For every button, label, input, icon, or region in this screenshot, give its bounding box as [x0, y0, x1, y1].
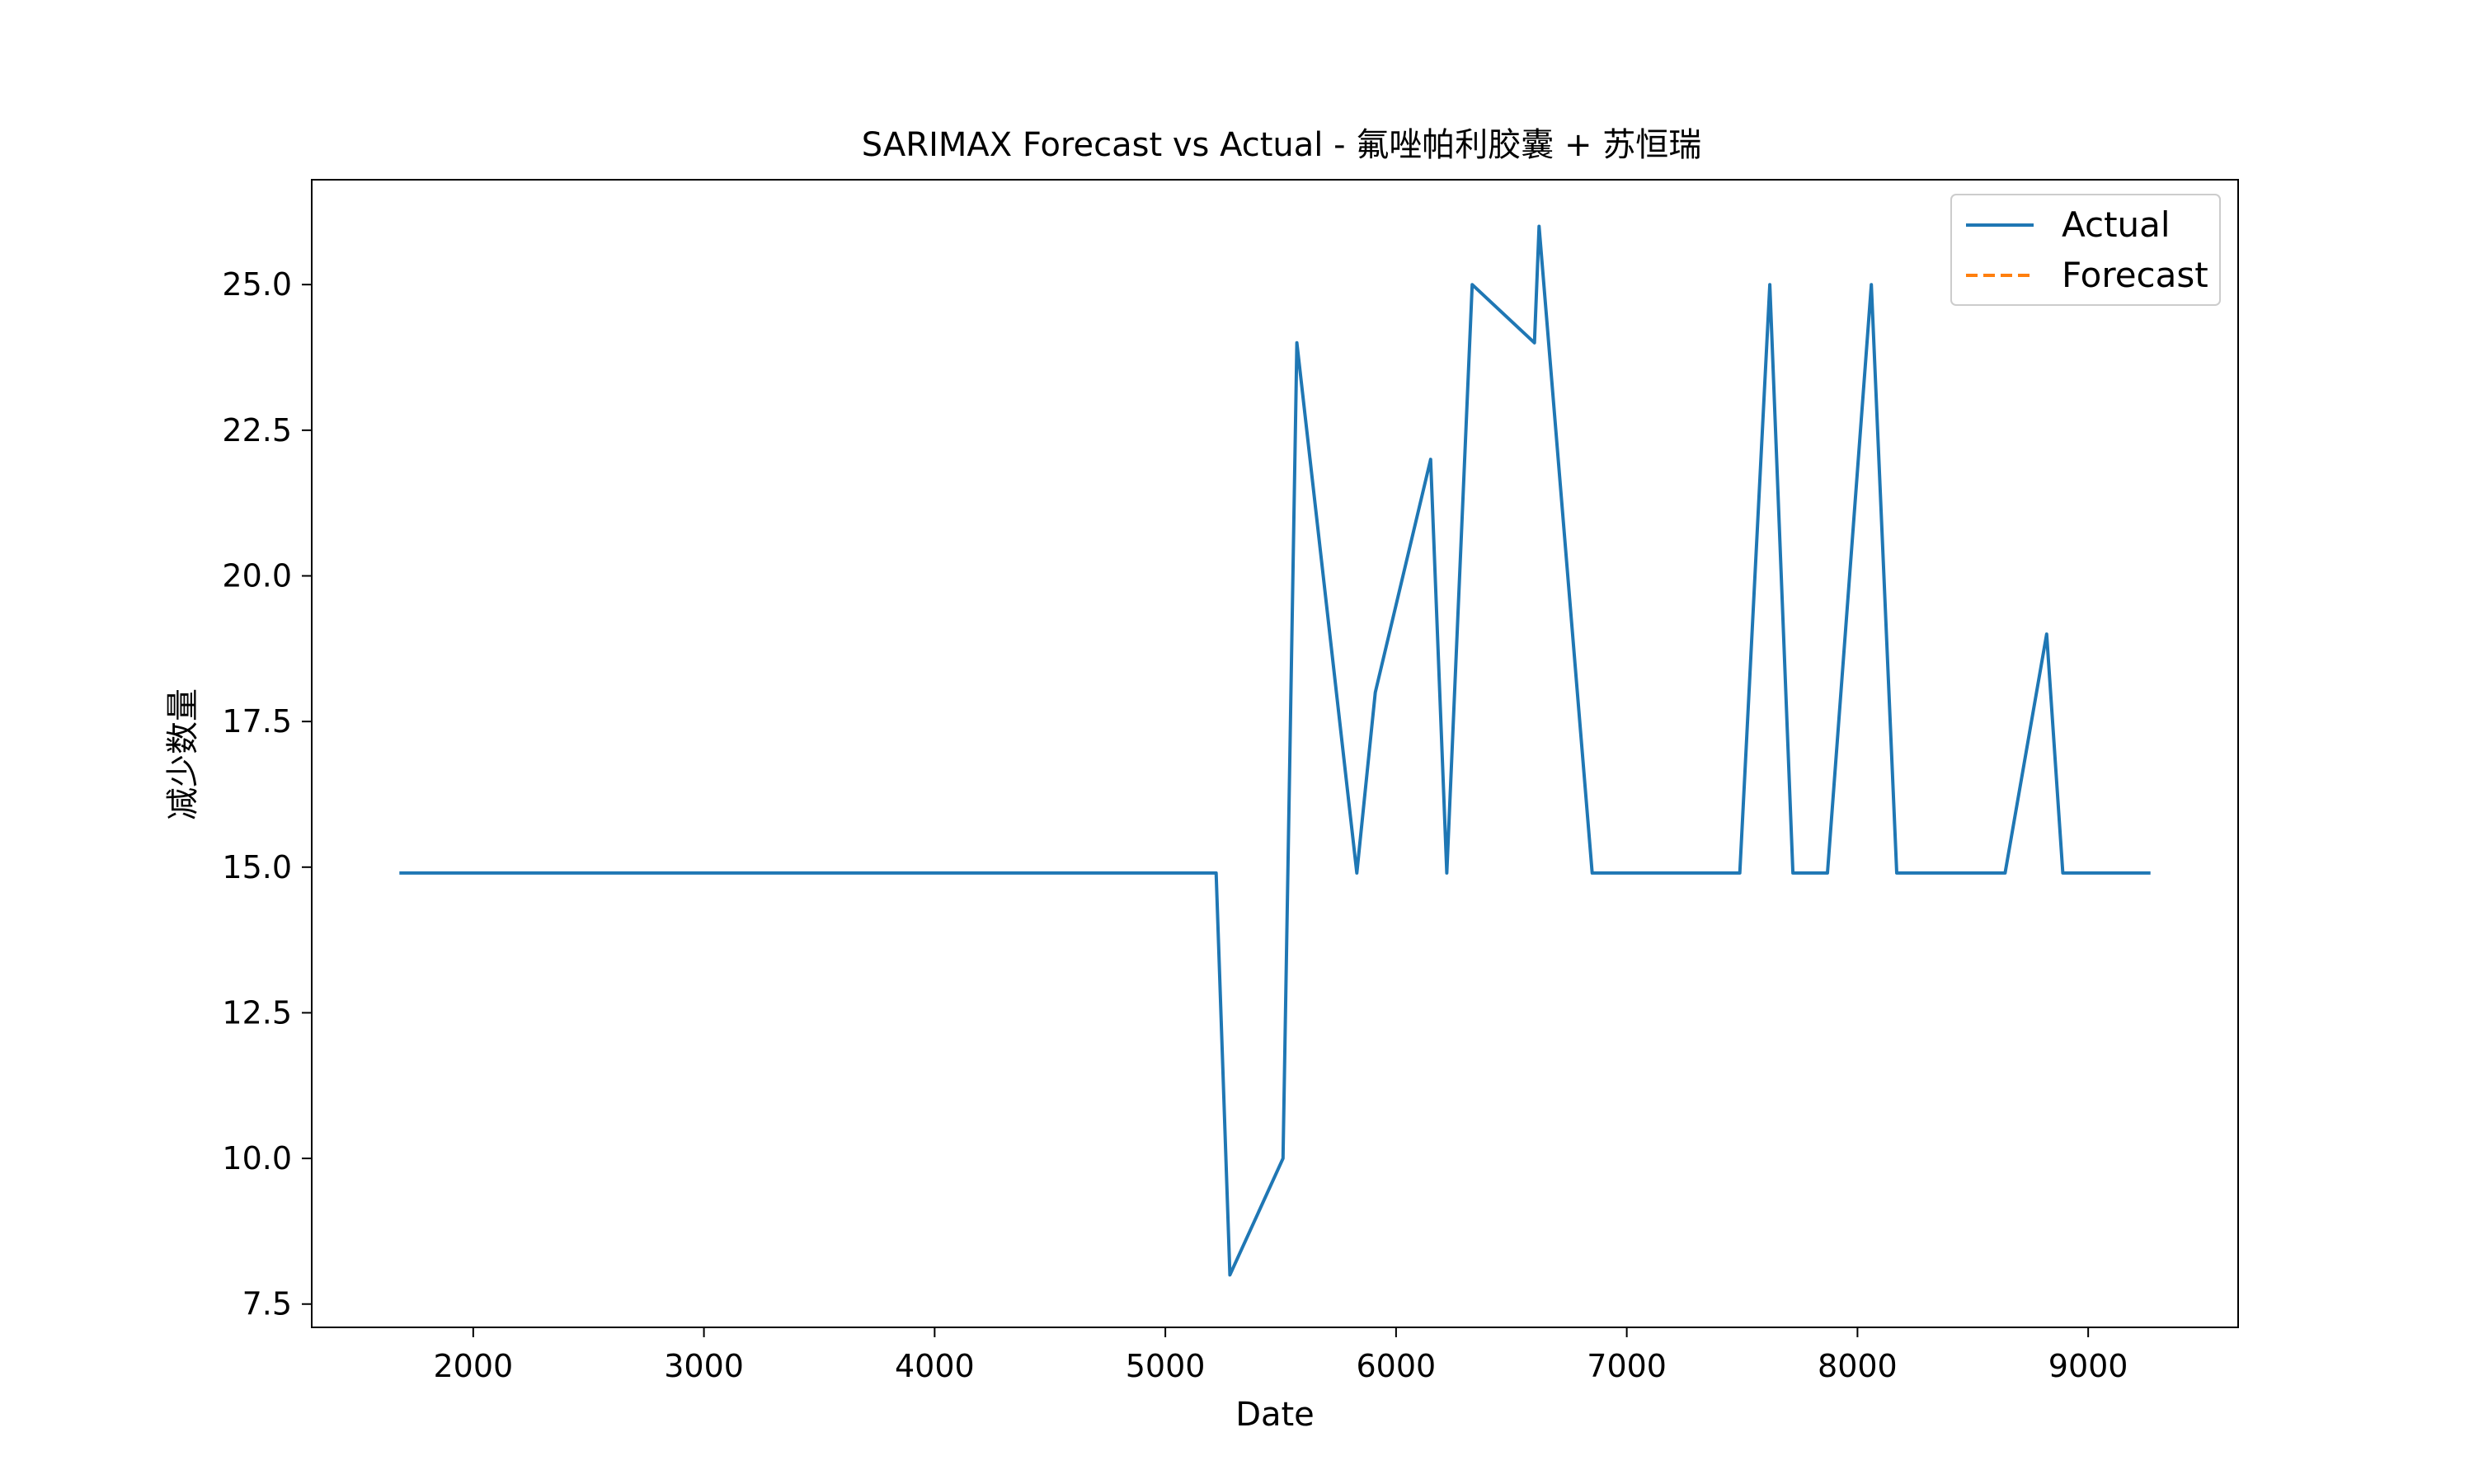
- series-layer: [399, 224, 2151, 1277]
- chart-title: SARIMAX Forecast vs Actual - 氟唑帕利胶囊 + 苏恒…: [862, 126, 1701, 164]
- x-tick-label: 8000: [1818, 1348, 1898, 1384]
- y-tick-label: 17.5: [222, 703, 292, 740]
- y-tick-label: 20.0: [222, 557, 292, 594]
- y-tick-label: 15.0: [222, 849, 292, 885]
- y-tick-label: 7.5: [242, 1286, 292, 1322]
- x-tick-label: 6000: [1357, 1348, 1437, 1384]
- x-tick-label: 2000: [433, 1348, 513, 1384]
- y-axis-ticks: 7.5 10.0 12.5 15.0 17.5 20.0 22.5 25.0: [222, 266, 312, 1322]
- x-axis-label: Date: [1235, 1396, 1315, 1434]
- x-axis-ticks: 2000 3000 4000 5000 6000 7000 8000 9000: [433, 1327, 2128, 1384]
- legend: Actual Forecast: [1950, 194, 2221, 306]
- plot-area: [311, 179, 2239, 1328]
- x-tick-label: 7000: [1587, 1348, 1667, 1384]
- y-axis-label: 减少数量: [164, 688, 202, 820]
- series-line-actual: [399, 224, 2151, 1277]
- y-tick-label: 10.0: [222, 1140, 292, 1176]
- x-tick-label: 4000: [895, 1348, 975, 1384]
- legend-box: [1950, 194, 2221, 306]
- plot-frame: [311, 179, 2239, 1328]
- legend-label-actual: Actual: [2062, 204, 2171, 245]
- x-tick-label: 5000: [1126, 1348, 1206, 1384]
- x-tick-label: 3000: [664, 1348, 744, 1384]
- y-tick-label: 25.0: [222, 266, 292, 303]
- legend-label-forecast: Forecast: [2062, 255, 2208, 295]
- y-tick-label: 12.5: [222, 994, 292, 1031]
- x-tick-label: 9000: [2048, 1348, 2128, 1384]
- y-tick-label: 22.5: [222, 412, 292, 448]
